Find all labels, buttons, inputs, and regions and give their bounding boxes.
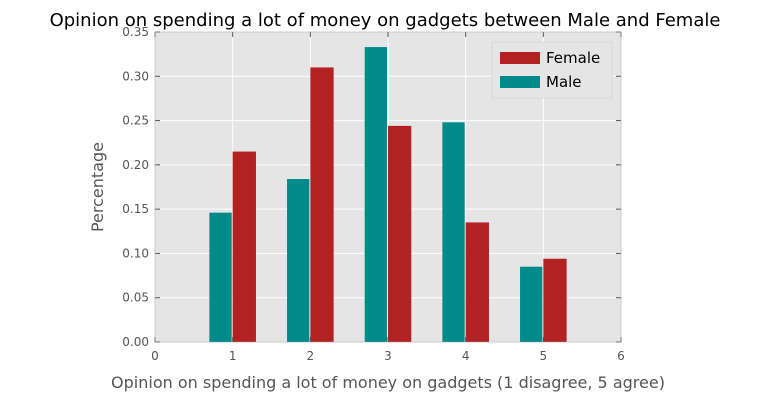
legend: Female Male (491, 41, 613, 99)
y-tick-label: 0.00 (122, 335, 149, 349)
bar-female (465, 222, 489, 342)
bar-male (287, 179, 310, 342)
x-tick-label: 3 (384, 349, 392, 363)
y-tick-label: 0.10 (122, 246, 149, 260)
y-tick-label: 0.35 (122, 25, 149, 39)
legend-box (491, 41, 613, 99)
bar-female (543, 258, 567, 342)
bar-male (520, 266, 543, 342)
bars (209, 47, 567, 343)
bar-male (442, 122, 465, 342)
x-tick-label: 2 (307, 349, 315, 363)
y-tick-label: 0.25 (122, 114, 149, 128)
x-tick-label: 4 (462, 349, 470, 363)
y-tick-label: 0.15 (122, 202, 149, 216)
legend-label-male: Male (546, 73, 582, 91)
y-tick-label: 0.30 (122, 69, 149, 83)
axes: 0 1 2 3 4 5 6 0.00 0.05 0.10 0.15 0.20 0.25 0.30 0.35 (122, 25, 625, 363)
y-tick-label: 0.20 (122, 158, 149, 172)
bar-male (364, 47, 387, 343)
bar-female (388, 125, 412, 342)
bar-female (232, 151, 256, 342)
x-tick-label: 5 (540, 349, 548, 363)
chart-title: Opinion on spending a lot of money on ga… (50, 10, 721, 31)
bar-female (310, 67, 334, 342)
y-axis-label: Percentage (88, 142, 107, 232)
legend-label-female: Female (546, 49, 600, 67)
x-axis-label: Opinion on spending a lot of money on ga… (111, 373, 665, 392)
legend-swatch-male (500, 76, 540, 88)
x-tick-label: 6 (617, 349, 625, 363)
x-tick-label: 1 (229, 349, 237, 363)
x-tick-label: 0 (151, 349, 159, 363)
plot-frame (154, 31, 622, 343)
bar-male (209, 212, 232, 342)
y-tick-label: 0.05 (122, 291, 149, 305)
legend-swatch-female (500, 52, 540, 64)
